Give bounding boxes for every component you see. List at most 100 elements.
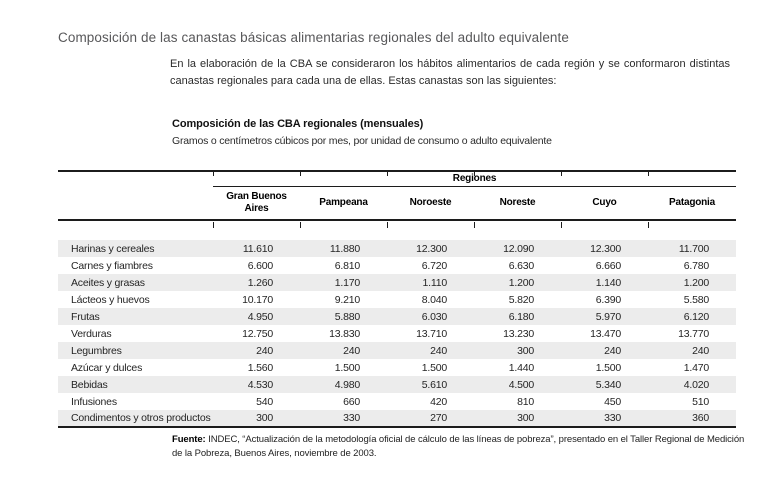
group-header-row: Regiones (58, 170, 737, 187)
table-title: Composición de las CBA regionales (mensu… (172, 118, 424, 130)
row-label: Infusiones (71, 395, 117, 408)
intro-paragraph: En la elaboración de la CBA se considera… (170, 58, 730, 87)
column-tick (474, 170, 475, 176)
row-label: Harinas y cereales (58, 240, 213, 257)
cell-value: 1.260 (213, 274, 300, 291)
table-row: Verduras 12.750 13.830 13.710 13.230 13.470 13… (58, 325, 736, 342)
column-tick (648, 170, 649, 176)
cell-value: 5.580 (683, 293, 710, 306)
cell-value: 13.230 (503, 327, 534, 340)
column-header: Noroeste (387, 186, 474, 221)
cell-value: 10.170 (242, 293, 273, 306)
table-row: Legumbres 240 240 240 300 240 240 (58, 342, 737, 359)
table-subtitle: Gramos o centímetros cúbicos por mes, po… (172, 135, 552, 147)
column-header: Gran Buenos Aires (213, 186, 300, 221)
cell-value: 6.720 (421, 259, 447, 272)
cell-value: 4.950 (213, 308, 300, 325)
cell-value: 13.770 (678, 327, 710, 340)
row-label: Carnes y fiambres (71, 259, 153, 272)
source-label: Fuente: (172, 434, 206, 445)
cell-value: 240 (300, 342, 387, 359)
row-label: Lácteos y huevos (71, 293, 150, 306)
cell-value: 360 (648, 410, 737, 428)
column-header: Cuyo (561, 186, 648, 221)
empty-label-header (58, 186, 213, 221)
cell-value: 240 (561, 342, 648, 359)
column-tick (387, 170, 388, 176)
cell-value: 1.170 (300, 274, 387, 291)
cell-value: 13.710 (416, 327, 447, 340)
cell-value: 4.980 (300, 376, 387, 393)
cell-value: 5.610 (387, 376, 474, 393)
cell-value: 510 (692, 395, 710, 408)
cell-value: 5.970 (561, 308, 648, 325)
cell-value: 4.530 (213, 376, 300, 393)
cell-value: 450 (604, 395, 621, 408)
source-note: Fuente: INDEC, “Actualización de la meto… (172, 433, 747, 460)
cell-value: 330 (561, 410, 648, 428)
cba-table: Regiones Gran Buenos Aires Pampeana Noroes… (58, 170, 737, 428)
cell-value: 1.200 (648, 274, 737, 291)
column-tick (213, 170, 214, 176)
cell-value: 11.880 (300, 240, 387, 257)
table-row: Condimentos y otros productos 300 330 270 30… (58, 410, 737, 428)
table-row: Harinas y cereales 11.610 11.880 12.300 12.0… (58, 240, 737, 257)
cell-value: 5.820 (508, 293, 534, 306)
spacer-row (58, 220, 737, 240)
cell-value: 6.660 (595, 259, 621, 272)
row-label: Verduras (71, 327, 112, 340)
cell-value: 13.830 (329, 327, 360, 340)
page-title: Composición de las canastas básicas alim… (58, 30, 569, 45)
cell-value: 240 (648, 342, 737, 359)
row-label: Legumbres (58, 342, 213, 359)
table-row: Carnes y fiambres 6.600 6.810 6.720 6.630 6.6… (58, 257, 736, 274)
cell-value: 12.300 (561, 240, 648, 257)
cell-value: 9.210 (334, 293, 360, 306)
cell-value: 6.810 (334, 259, 360, 272)
row-label: Aceites y grasas (58, 274, 213, 291)
cell-value: 300 (474, 410, 561, 428)
cell-value: 6.180 (474, 308, 561, 325)
column-tick (474, 222, 475, 228)
cell-value: 240 (213, 342, 300, 359)
table-row: Aceites y grasas 1.260 1.170 1.110 1.200 1.14… (58, 274, 737, 291)
empty-corner-cell (58, 170, 213, 186)
table-row: Frutas 4.950 5.880 6.030 6.180 5.970 6.120 (58, 308, 737, 325)
cell-value: 13.470 (590, 327, 621, 340)
column-header: Pampeana (300, 186, 387, 221)
cell-value: 12.300 (387, 240, 474, 257)
column-tick (300, 170, 301, 176)
cell-value: 12.090 (474, 240, 561, 257)
cell-value: 540 (256, 395, 273, 408)
cell-value: 6.030 (387, 308, 474, 325)
cell-value: 660 (343, 395, 360, 408)
column-header-row: Gran Buenos Aires Pampeana Noroeste Noreste… (58, 186, 737, 221)
cell-value: 240 (387, 342, 474, 359)
cell-value: 1.500 (595, 361, 621, 374)
cell-value: 4.020 (648, 376, 737, 393)
cell-value: 5.340 (561, 376, 648, 393)
column-header: Patagonia (648, 186, 737, 221)
table-row: Azúcar y dulces 1.560 1.500 1.500 1.440 1.500… (58, 359, 736, 376)
cell-value: 5.880 (300, 308, 387, 325)
cell-value: 1.110 (387, 274, 474, 291)
cell-value: 11.700 (648, 240, 737, 257)
row-label: Azúcar y dulces (71, 361, 143, 374)
cell-value: 300 (474, 342, 561, 359)
cell-value: 6.120 (648, 308, 737, 325)
cell-value: 12.750 (242, 327, 273, 340)
cell-value: 270 (387, 410, 474, 428)
row-label: Bebidas (58, 376, 213, 393)
cell-value: 810 (517, 395, 534, 408)
cell-value: 330 (300, 410, 387, 428)
cell-value: 8.040 (421, 293, 447, 306)
source-text: INDEC, “Actualización de la metodología … (172, 434, 745, 459)
row-label: Condimentos y otros productos (58, 410, 213, 428)
cell-value: 1.140 (561, 274, 648, 291)
cell-value: 6.780 (683, 259, 710, 272)
column-tick (387, 222, 388, 228)
cell-value: 1.440 (508, 361, 534, 374)
table-container: Regiones Gran Buenos Aires Pampeana Noroes… (58, 170, 737, 428)
column-tick (561, 222, 562, 228)
row-label: Frutas (58, 308, 213, 325)
